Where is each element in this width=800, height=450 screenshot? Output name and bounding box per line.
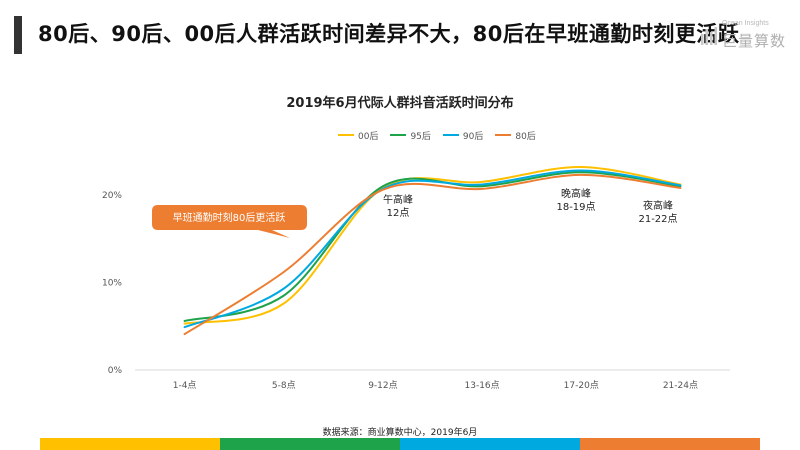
bottom-bar-segment — [580, 438, 760, 450]
bottom-bar-segment — [400, 438, 580, 450]
x-tick-label: 9-12点 — [368, 380, 397, 391]
legend-item-00: 00后 — [338, 128, 378, 142]
bottom-bar-segment — [40, 438, 220, 450]
peak-annotation-evening: 晚高峰 — [561, 187, 591, 200]
bottom-color-bar — [40, 438, 760, 450]
title-accent-bar — [14, 16, 22, 54]
y-tick-label: 0% — [108, 366, 123, 376]
peak-annotation-noon: 12点 — [387, 207, 410, 219]
x-tick-label: 17-20点 — [564, 380, 599, 391]
logo-subtitle: Ocean Insights — [722, 20, 769, 27]
series-line — [183, 169, 682, 329]
legend-swatch-80 — [495, 134, 512, 136]
legend-label-00: 00后 — [358, 131, 379, 142]
legend-item-80: 80后 — [495, 128, 536, 142]
chart-title: 2019年6月代际人群抖音活跃时间分布 — [286, 96, 514, 111]
page-headline: 80后、90后、00后人群活跃时间差异不大，80后在早班通勤时刻更活跃 — [38, 22, 740, 46]
x-tick-label: 13-16点 — [465, 380, 500, 391]
callout-bubble — [152, 205, 307, 238]
series-line — [183, 165, 682, 325]
callout-text: 早班通勤时刻80后更活跃 — [173, 211, 286, 224]
x-tick-label: 1-4点 — [173, 380, 197, 391]
legend-swatch-90 — [442, 134, 459, 136]
legend-item-95: 95后 — [390, 128, 431, 142]
peak-annotation-evening: 18-19点 — [556, 201, 595, 213]
y-tick-label: 20% — [102, 191, 122, 201]
y-tick-label: 10% — [102, 279, 122, 289]
legend-item-90: 90后 — [442, 128, 484, 142]
data-source-note: 数据来源：商业算数中心，2019年6月 — [322, 428, 478, 438]
series-line — [183, 171, 682, 322]
legend-swatch-00 — [338, 134, 354, 136]
chart-legend: 00后 95后 90后 80后 — [338, 128, 536, 142]
peak-annotation-night: 21-22点 — [638, 213, 677, 225]
peak-annotation-noon: 午高峰 — [383, 193, 413, 206]
brand-logo: Ocean Insights 巨量算数 — [700, 20, 796, 54]
bar-logo-icon — [701, 27, 717, 45]
x-tick-label: 21-24点 — [663, 380, 698, 391]
peak-annotation-night: 夜高峰 — [643, 199, 673, 212]
series-line — [183, 173, 682, 336]
legend-swatch-95 — [390, 134, 407, 136]
legend-label-80: 80后 — [515, 131, 536, 142]
x-tick-label: 5-8点 — [272, 380, 296, 391]
bottom-bar-segment — [220, 438, 400, 450]
legend-label-90: 90后 — [462, 131, 484, 142]
legend-label-95: 95后 — [410, 131, 431, 142]
header-bar: 80后、90后、00后人群活跃时间差异不大，80后在早班通勤时刻更活跃 Ocea… — [0, 14, 800, 60]
logo-name: 巨量算数 — [722, 32, 787, 50]
